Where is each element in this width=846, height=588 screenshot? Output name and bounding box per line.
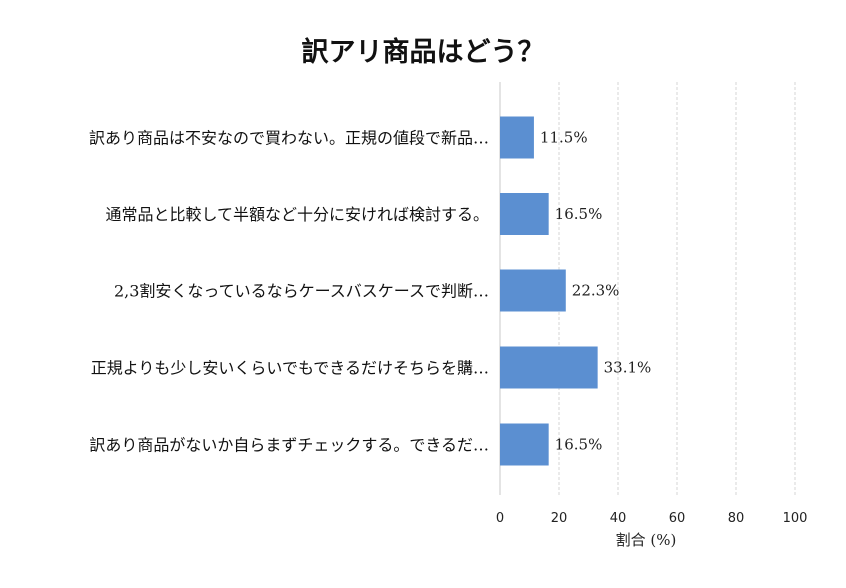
value-label-1: 16.5% xyxy=(555,205,603,223)
x-axis-label: 割合 (%) xyxy=(616,531,677,549)
category-label-0: 訳あり商品は不安なので買わない。正規の値段で新品… xyxy=(89,129,489,148)
bar-2 xyxy=(500,269,566,312)
chart-title: 訳アリ商品はどう？ xyxy=(301,37,545,68)
category-label-2: 2,3割安くなっているならケースバスケースで判断… xyxy=(114,282,489,301)
value-label-4: 16.5% xyxy=(555,436,603,454)
category-label-1: 通常品と比較して半額など十分に安ければ検討する。 xyxy=(105,205,489,224)
x-tick-label-4: 80 xyxy=(728,511,745,526)
bar-3 xyxy=(500,346,598,389)
x-tick-label-0: 0 xyxy=(496,511,504,526)
x-tick-label-1: 20 xyxy=(551,511,568,526)
value-label-2: 22.3% xyxy=(572,282,620,300)
category-label-4: 訳あり商品がないか自らまずチェックする。できるだ… xyxy=(89,436,489,455)
x-tick-label-3: 60 xyxy=(669,511,686,526)
bar-0 xyxy=(500,116,534,159)
bar-1 xyxy=(500,193,549,235)
value-label-3: 33.1% xyxy=(604,359,652,377)
x-tick-label-5: 100 xyxy=(783,511,808,526)
value-label-0: 11.5% xyxy=(540,129,588,147)
category-label-3: 正規よりも少し安いくらいでもできるだけそちらを購… xyxy=(91,359,489,378)
bar-4 xyxy=(500,423,549,466)
x-tick-label-2: 40 xyxy=(610,511,627,526)
